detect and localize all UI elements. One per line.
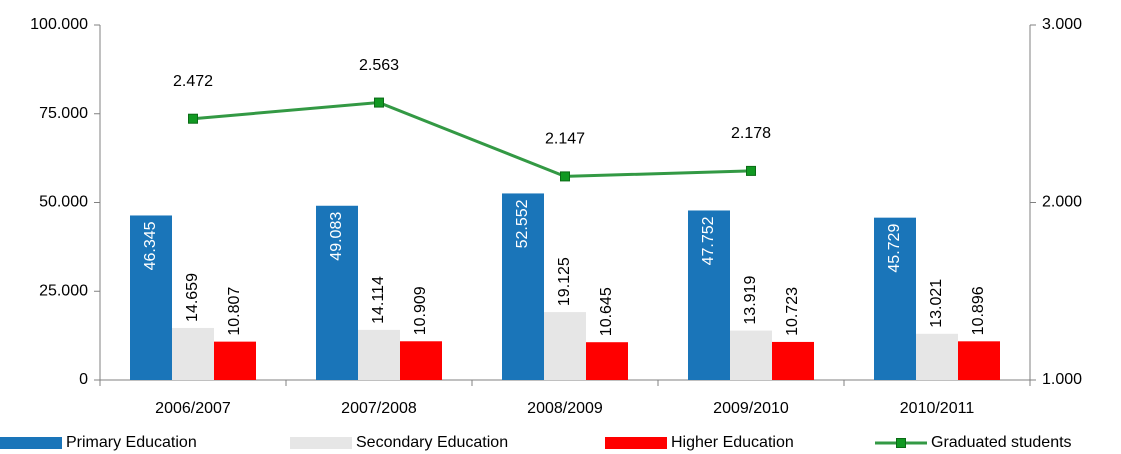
data-label: 10.909 — [412, 286, 429, 335]
x-tick-label: 2007/2008 — [341, 400, 417, 417]
bar — [130, 215, 172, 380]
legend-label: Secondary Education — [356, 434, 508, 451]
bar — [772, 341, 814, 380]
x-tick-label: 2010/2011 — [900, 400, 975, 417]
bar — [586, 342, 628, 380]
data-label: 13.021 — [928, 279, 945, 328]
line-marker — [746, 165, 756, 176]
data-label: 45.729 — [886, 224, 903, 273]
bar — [316, 205, 358, 380]
y-tick-label: 0 — [79, 371, 88, 388]
x-tick-label: 2008/2009 — [527, 400, 603, 417]
y2-tick-label: 3.000 — [1042, 16, 1082, 33]
legend-label: Graduated students — [931, 434, 1072, 451]
data-label: 2.472 — [173, 73, 213, 90]
data-label: 46.345 — [142, 221, 159, 270]
y2-tick-label: 2.000 — [1042, 194, 1082, 211]
line-marker — [188, 113, 198, 124]
legend-label: Higher Education — [671, 434, 794, 451]
y-tick-label: 25.000 — [39, 282, 88, 299]
y-tick-label: 75.000 — [39, 105, 88, 122]
bar — [358, 329, 400, 380]
y-tick-label: 100.000 — [30, 16, 88, 33]
bar — [874, 217, 916, 380]
legend-swatch — [896, 438, 906, 448]
bar — [730, 330, 772, 380]
data-label: 2.563 — [359, 57, 399, 74]
data-label: 10.807 — [226, 287, 243, 336]
legend-swatch — [290, 437, 352, 449]
data-label: 10.723 — [784, 287, 801, 336]
line — [192, 101, 752, 178]
data-label: 2.178 — [731, 125, 771, 142]
data-label: 19.125 — [556, 257, 573, 306]
data-label: 52.552 — [514, 199, 531, 248]
data-label: 14.114 — [370, 276, 387, 324]
data-label: 49.083 — [328, 212, 345, 261]
legend-swatch — [0, 437, 62, 449]
line-marker — [374, 97, 384, 108]
y2-tick-label: 1.000 — [1042, 371, 1082, 388]
y-tick-label: 50.000 — [39, 194, 88, 211]
x-tick-label: 2006/2007 — [155, 400, 231, 417]
bar — [688, 210, 730, 380]
bar — [958, 341, 1000, 380]
legend-swatch — [605, 437, 667, 449]
data-label: 13.919 — [742, 276, 759, 325]
data-label: 47.752 — [700, 216, 717, 265]
data-label: 10.645 — [598, 287, 615, 336]
bar — [214, 341, 256, 380]
line-marker — [560, 171, 570, 182]
data-label: 10.896 — [970, 286, 987, 335]
data-label: 2.147 — [545, 131, 585, 148]
bar — [502, 193, 544, 380]
bar — [916, 333, 958, 380]
data-label: 14.659 — [184, 273, 201, 322]
bar — [544, 312, 586, 380]
bar — [172, 327, 214, 380]
legend-label: Primary Education — [66, 434, 197, 451]
bar — [400, 341, 442, 380]
x-tick-label: 2009/2010 — [713, 400, 789, 417]
